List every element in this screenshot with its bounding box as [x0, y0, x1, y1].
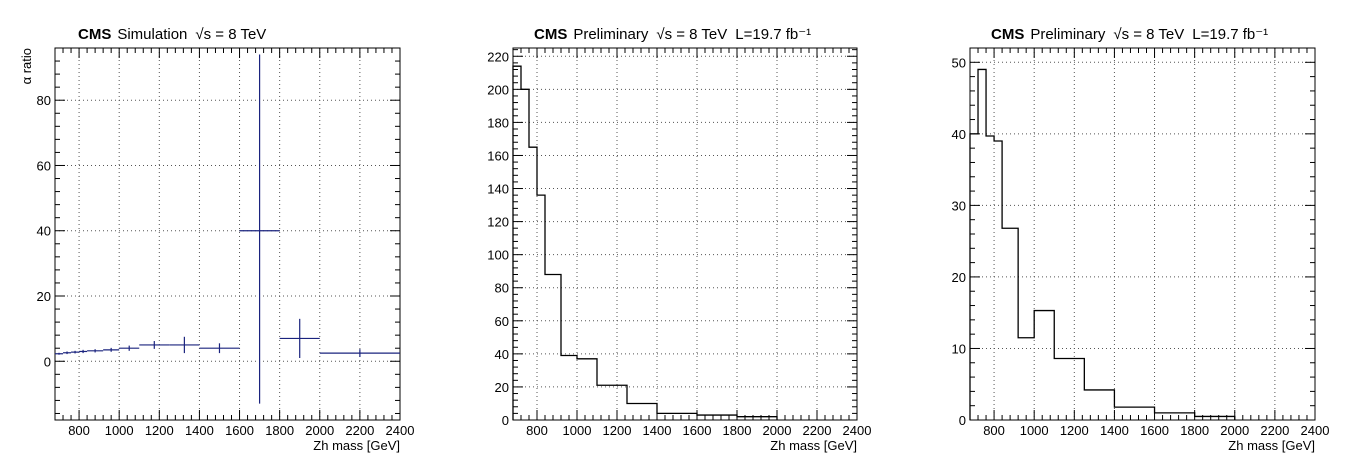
- x-tick-label: 2200: [803, 423, 832, 438]
- y-tick-label: 120: [487, 215, 509, 230]
- x-tick-label: 1600: [1140, 423, 1169, 438]
- x-tick-label: 1200: [603, 423, 632, 438]
- title-luminosity: L=19.7 fb⁻¹: [735, 26, 811, 43]
- panel-title: CMS Preliminary √s = 8 TeV L=19.7 fb⁻¹: [991, 26, 1268, 43]
- preliminary-histogram-panel-2: 800 1000 1200 1400 1600 1800 2000 2200 2400 0 10 20…: [952, 26, 1330, 453]
- y-tick-label: 160: [487, 148, 509, 163]
- y-tick-label: 40: [37, 224, 51, 239]
- title-cms-label: CMS: [534, 26, 567, 43]
- panel-title: CMS Simulation √s = 8 TeV: [78, 26, 266, 43]
- y-tick-label: 100: [487, 248, 509, 263]
- y-tick-label: 0: [44, 354, 51, 369]
- x-tick-label: 1800: [723, 423, 752, 438]
- y-tick-label: 0: [959, 413, 966, 428]
- y-tick-label: 80: [495, 281, 509, 296]
- x-tick-label: 2200: [1260, 423, 1289, 438]
- histogram-bin: [1195, 416, 1235, 420]
- x-tick-label: 800: [983, 423, 1005, 438]
- y-tick-label: 140: [487, 182, 509, 197]
- x-tick-label: 2000: [1220, 423, 1249, 438]
- histogram-bin: [978, 69, 986, 420]
- y-tick-label: 30: [952, 198, 966, 213]
- histogram-bin: [970, 134, 978, 420]
- histogram-bin: [577, 359, 597, 420]
- y-tick-label: 40: [495, 347, 509, 362]
- histogram-bin: [986, 136, 994, 420]
- y-tick-label: 60: [495, 314, 509, 329]
- histogram-bin: [1155, 413, 1195, 420]
- histogram-bin: [1054, 358, 1084, 420]
- x-tick-label: 1800: [1180, 423, 1209, 438]
- histogram-bin: [545, 275, 561, 420]
- y-tick-label: 180: [487, 115, 509, 130]
- x-tick-label: 2400: [843, 423, 872, 438]
- x-tick-label: 1000: [105, 423, 134, 438]
- y-tick-label: 20: [37, 289, 51, 304]
- histogram-step-line: [512, 65, 778, 420]
- title-energy: √s = 8 TeV: [195, 26, 266, 43]
- x-tick-label: 1400: [643, 423, 672, 438]
- x-tick-label: 1600: [683, 423, 712, 438]
- x-tick-label: 800: [68, 423, 90, 438]
- y-tick-label: 20: [495, 380, 509, 395]
- histogram-bin: [1018, 338, 1034, 420]
- histogram-bin: [521, 89, 529, 420]
- y-tick-label: 10: [952, 341, 966, 356]
- x-axis-label: Zh mass [GeV]: [770, 438, 857, 453]
- y-tick-label: 220: [487, 49, 509, 64]
- histogram-bin: [627, 403, 657, 420]
- histogram-bin: [1034, 311, 1054, 420]
- title-luminosity: L=19.7 fb⁻¹: [1192, 26, 1268, 43]
- x-tick-label: 1400: [185, 423, 214, 438]
- title-status: Preliminary: [1030, 26, 1106, 43]
- plot-frame: [54, 47, 401, 421]
- title-cms-label: CMS: [78, 26, 111, 43]
- y-axis-label: α ratio: [19, 48, 34, 84]
- title-status: Simulation: [117, 26, 187, 43]
- histogram-bin: [697, 415, 737, 420]
- y-tick-label: 200: [487, 82, 509, 97]
- preliminary-histogram-panel: 800 1000 1200 1400 1600 1800 2000 2200 2400 0 20 40…: [487, 26, 871, 453]
- histogram-bin: [529, 147, 537, 420]
- histogram-bin: [513, 66, 521, 420]
- histogram-bin: [537, 195, 545, 420]
- x-tick-label: 2200: [345, 423, 374, 438]
- x-tick-label: 1000: [563, 423, 592, 438]
- histogram-bin: [1084, 390, 1114, 420]
- x-tick-label: 1200: [145, 423, 174, 438]
- x-tick-label: 1800: [265, 423, 294, 438]
- y-tick-label: 40: [952, 127, 966, 142]
- x-tick-label: 1400: [1100, 423, 1129, 438]
- title-energy: √s = 8 TeV: [656, 26, 727, 43]
- y-tick-label: 60: [37, 158, 51, 173]
- y-tick-label: 50: [952, 55, 966, 70]
- histogram-bin: [561, 356, 577, 420]
- x-tick-label: 2000: [305, 423, 334, 438]
- x-tick-label: 1200: [1060, 423, 1089, 438]
- alpha-ratio-panel: 800 1000 1200 1400 1600 1800 2000 2200 2400 0 20 40…: [19, 26, 414, 453]
- title-energy: √s = 8 TeV: [1113, 26, 1184, 43]
- x-tick-label: 2000: [763, 423, 792, 438]
- histogram-step-line: [969, 68, 1236, 420]
- x-tick-label: 1000: [1020, 423, 1049, 438]
- x-tick-label: 2400: [386, 423, 415, 438]
- x-tick-label: 800: [526, 423, 548, 438]
- x-tick-label: 1600: [225, 423, 254, 438]
- y-tick-label: 0: [502, 413, 509, 428]
- title-cms-label: CMS: [991, 26, 1024, 43]
- histogram-bin: [994, 141, 1002, 420]
- title-status: Preliminary: [573, 26, 649, 43]
- histogram-bin: [657, 413, 697, 420]
- y-tick-label: 80: [37, 93, 51, 108]
- panel-title: CMS Preliminary √s = 8 TeV L=19.7 fb⁻¹: [534, 26, 811, 43]
- histogram-bin: [1002, 228, 1018, 420]
- x-axis-label: Zh mass [GeV]: [1228, 438, 1315, 453]
- histogram-bin: [737, 417, 777, 420]
- histogram-bin: [597, 385, 627, 420]
- histogram-bin: [1114, 407, 1154, 420]
- y-tick-label: 20: [952, 270, 966, 285]
- x-axis-label: Zh mass [GeV]: [313, 438, 400, 453]
- x-tick-label: 2400: [1301, 423, 1330, 438]
